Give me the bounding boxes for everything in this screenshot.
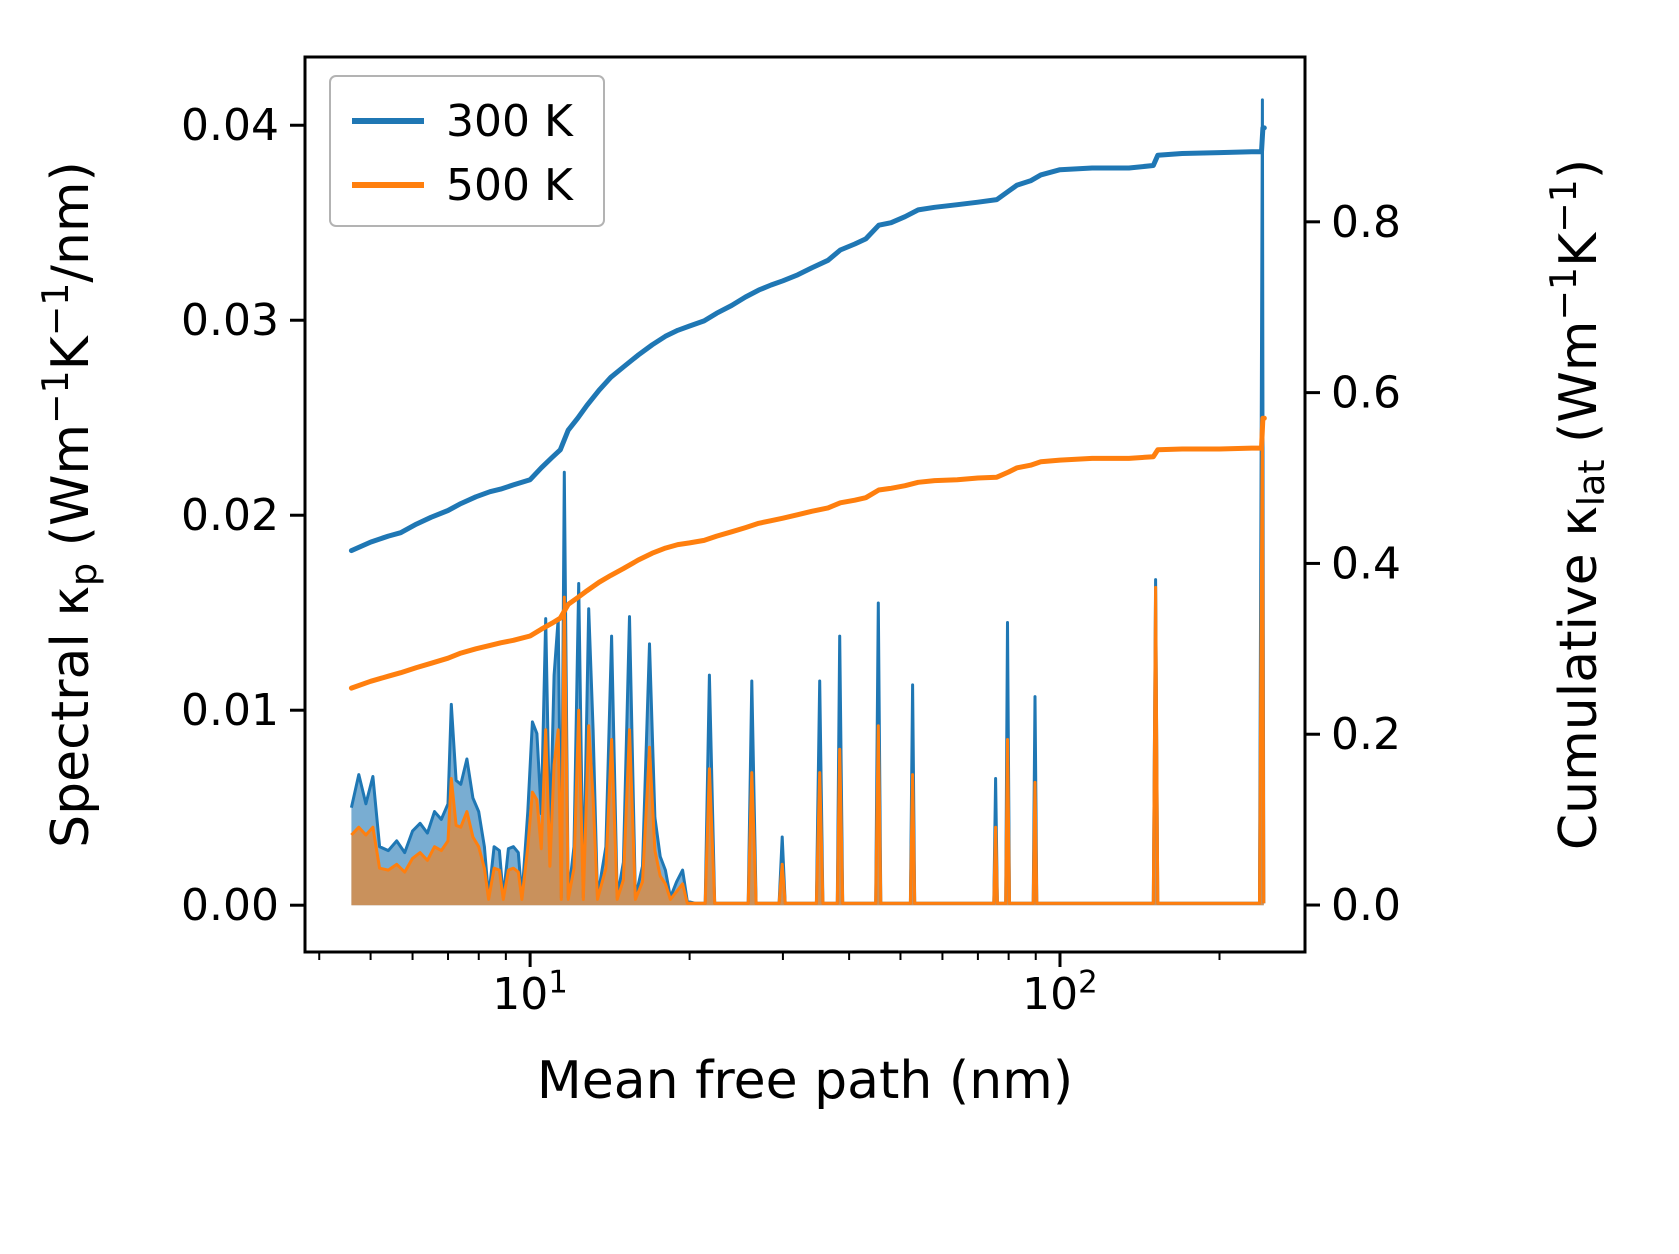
x-axis-label: Mean free path (nm) bbox=[537, 1051, 1073, 1111]
y-tick-label-left: 0.04 bbox=[181, 100, 279, 151]
y-tick-label-left: 0.02 bbox=[181, 490, 279, 541]
x-tick-label: 101 bbox=[492, 964, 568, 1020]
legend-label: 300 K bbox=[446, 96, 574, 147]
series-line-cumulative-500K bbox=[348, 415, 1267, 691]
y-tick-label-left: 0.03 bbox=[181, 295, 279, 346]
y-tick-label-right: 0.4 bbox=[1331, 538, 1401, 589]
y-tick-label-right: 0.0 bbox=[1331, 880, 1401, 931]
y-tick-label-right: 0.6 bbox=[1331, 368, 1401, 419]
legend-label: 500 K bbox=[446, 160, 574, 211]
series-line-spectral-300K bbox=[349, 98, 1266, 905]
legend: 300 K 500 K bbox=[329, 75, 605, 227]
y-axis-label-left: Spectral κp (Wm−1K−1/nm) bbox=[34, 161, 105, 848]
y-tick-label-right: 0.2 bbox=[1331, 709, 1401, 760]
x-tick-label: 102 bbox=[1022, 964, 1098, 1020]
y-axis-label-right: Cumulative κlat (Wm−1K−1) bbox=[1542, 159, 1613, 850]
y-tick-label-left: 0.01 bbox=[181, 685, 279, 736]
axes-frame bbox=[303, 55, 1307, 954]
series-line-cumulative-300K bbox=[348, 125, 1267, 554]
series-line-spectral-500K bbox=[350, 416, 1266, 905]
legend-frame bbox=[329, 75, 605, 227]
ticks: 101 102 0.00 0.01 0.02 0.03 0.04 0.0 0.2 0.4 0.6 0.… bbox=[181, 100, 1401, 1020]
y-tick-label-left: 0.00 bbox=[181, 880, 279, 931]
plot-area bbox=[348, 98, 1267, 906]
y-tick-label-right: 0.8 bbox=[1331, 197, 1401, 248]
